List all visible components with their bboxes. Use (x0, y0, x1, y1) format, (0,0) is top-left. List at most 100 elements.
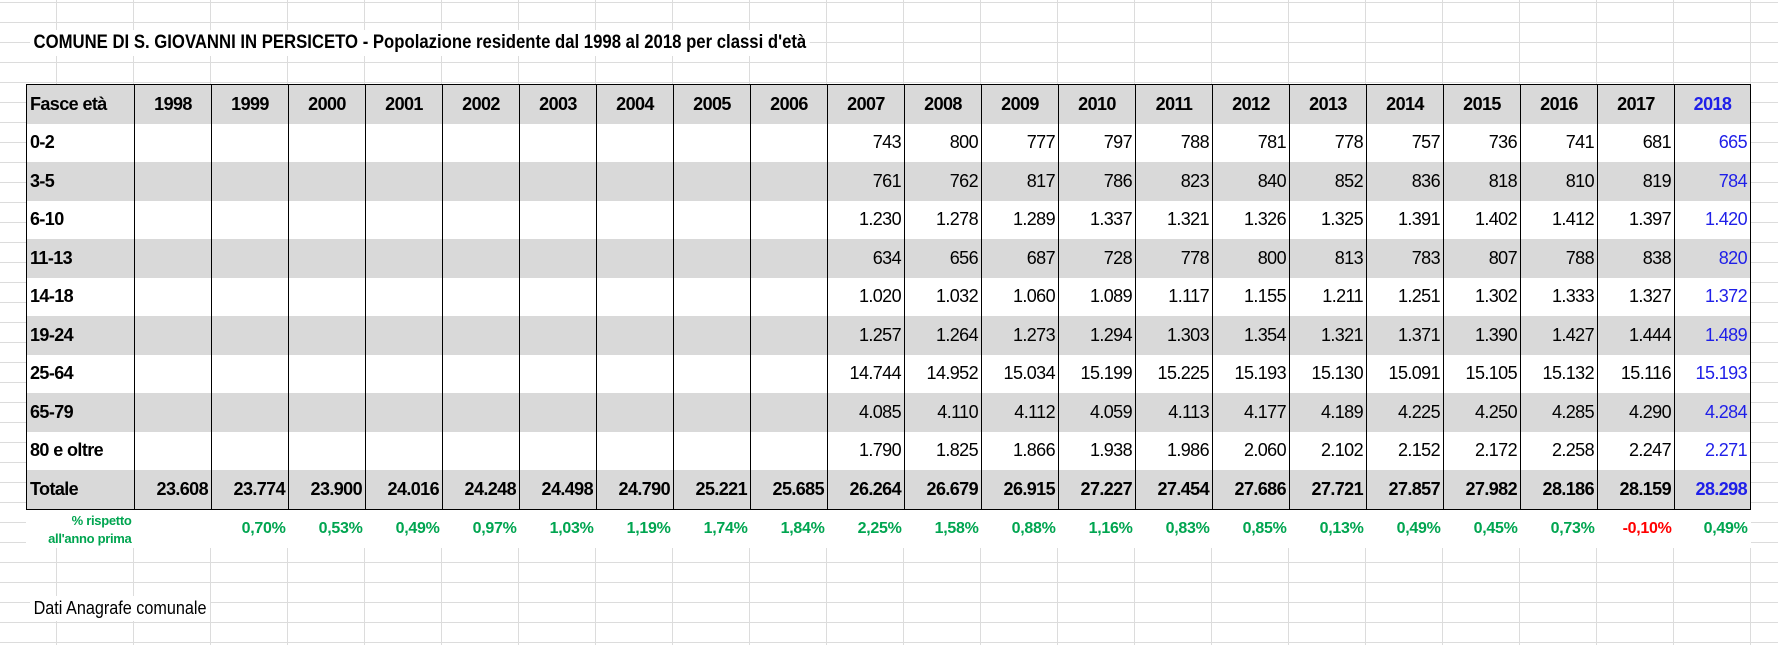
table-cell[interactable]: 777 (981, 123, 1059, 162)
total-cell[interactable]: 27.227 (1058, 470, 1136, 510)
row-label[interactable]: 0-2 (26, 123, 135, 162)
table-cell[interactable]: 1.372 (1674, 277, 1751, 316)
table-cell[interactable]: 788 (1135, 123, 1213, 162)
header-year-2003[interactable]: 2003 (519, 84, 597, 124)
table-cell[interactable] (134, 239, 212, 278)
table-cell[interactable] (442, 277, 520, 316)
total-cell[interactable]: 27.686 (1212, 470, 1290, 510)
table-cell[interactable] (365, 239, 443, 278)
table-cell[interactable]: 1.264 (904, 316, 982, 355)
table-cell[interactable] (596, 354, 674, 393)
table-cell[interactable] (442, 162, 520, 201)
header-year-1998[interactable]: 1998 (134, 84, 212, 124)
table-cell[interactable] (750, 354, 828, 393)
table-cell[interactable]: 2.247 (1597, 431, 1675, 470)
table-cell[interactable] (134, 316, 212, 355)
table-cell[interactable] (288, 123, 366, 162)
table-cell[interactable] (442, 393, 520, 432)
table-cell[interactable]: 836 (1366, 162, 1444, 201)
total-cell[interactable]: 24.498 (519, 470, 597, 510)
table-cell[interactable] (750, 277, 828, 316)
table-cell[interactable]: 786 (1058, 162, 1136, 201)
header-year-1999[interactable]: 1999 (211, 84, 289, 124)
table-cell[interactable]: 15.193 (1674, 354, 1751, 393)
table-cell[interactable]: 1.412 (1520, 200, 1598, 239)
total-cell[interactable]: 23.608 (134, 470, 212, 510)
header-year-2009[interactable]: 2009 (981, 84, 1059, 124)
total-cell[interactable]: 24.790 (596, 470, 674, 510)
table-cell[interactable]: 1.251 (1366, 277, 1444, 316)
table-cell[interactable]: 2.258 (1520, 431, 1598, 470)
row-label[interactable]: 6-10 (26, 200, 135, 239)
table-cell[interactable] (673, 354, 751, 393)
percent-change-cell[interactable]: 0,49% (1396, 519, 1441, 537)
table-cell[interactable]: 823 (1135, 162, 1213, 201)
table-cell[interactable]: 14.952 (904, 354, 982, 393)
table-cell[interactable]: 4.110 (904, 393, 982, 432)
table-cell[interactable] (288, 354, 366, 393)
table-cell[interactable]: 4.112 (981, 393, 1059, 432)
total-cell[interactable]: 28.186 (1520, 470, 1598, 510)
percent-change-cell[interactable]: 0,73% (1550, 519, 1595, 537)
header-year-2005[interactable]: 2005 (673, 84, 751, 124)
table-cell[interactable]: 1.294 (1058, 316, 1136, 355)
table-cell[interactable]: 4.177 (1212, 393, 1290, 432)
total-label[interactable]: Totale (26, 470, 135, 510)
table-cell[interactable] (365, 431, 443, 470)
table-cell[interactable] (365, 200, 443, 239)
total-cell[interactable]: 23.900 (288, 470, 366, 510)
percent-change-cell[interactable]: 0,85% (1242, 519, 1287, 537)
total-cell[interactable]: 28.159 (1597, 470, 1675, 510)
table-cell[interactable]: 1.391 (1366, 200, 1444, 239)
header-year-2000[interactable]: 2000 (288, 84, 366, 124)
total-cell[interactable]: 24.248 (442, 470, 520, 510)
table-cell[interactable] (442, 316, 520, 355)
table-cell[interactable] (442, 200, 520, 239)
table-cell[interactable] (211, 354, 289, 393)
table-cell[interactable] (750, 239, 828, 278)
table-cell[interactable]: 15.199 (1058, 354, 1136, 393)
table-cell[interactable]: 14.744 (827, 354, 905, 393)
table-cell[interactable]: 15.091 (1366, 354, 1444, 393)
table-cell[interactable]: 4.285 (1520, 393, 1598, 432)
table-cell[interactable] (673, 200, 751, 239)
table-cell[interactable] (596, 200, 674, 239)
table-cell[interactable]: 2.172 (1443, 431, 1521, 470)
table-cell[interactable] (442, 431, 520, 470)
table-cell[interactable] (596, 393, 674, 432)
total-cell[interactable]: 27.454 (1135, 470, 1213, 510)
table-cell[interactable]: 736 (1443, 123, 1521, 162)
table-cell[interactable]: 1.257 (827, 316, 905, 355)
table-cell[interactable]: 820 (1674, 239, 1751, 278)
table-cell[interactable] (442, 123, 520, 162)
table-cell[interactable]: 788 (1520, 239, 1598, 278)
table-cell[interactable] (134, 431, 212, 470)
table-cell[interactable] (596, 123, 674, 162)
table-cell[interactable]: 1.337 (1058, 200, 1136, 239)
table-cell[interactable] (673, 239, 751, 278)
table-cell[interactable]: 1.032 (904, 277, 982, 316)
table-cell[interactable]: 634 (827, 239, 905, 278)
table-cell[interactable] (442, 239, 520, 278)
table-cell[interactable] (134, 277, 212, 316)
table-cell[interactable]: 15.132 (1520, 354, 1598, 393)
percent-change-cell[interactable]: 0,70% (241, 519, 286, 537)
total-cell[interactable]: 23.774 (211, 470, 289, 510)
table-cell[interactable]: 852 (1289, 162, 1367, 201)
table-cell[interactable]: 1.420 (1674, 200, 1751, 239)
table-cell[interactable] (442, 354, 520, 393)
percent-change-label[interactable]: % rispetto all'anno prima (27, 509, 135, 548)
table-cell[interactable] (211, 200, 289, 239)
table-cell[interactable]: 15.034 (981, 354, 1059, 393)
table-cell[interactable] (596, 431, 674, 470)
percent-change-cell[interactable]: 1,19% (626, 519, 671, 537)
table-cell[interactable]: 4.085 (827, 393, 905, 432)
table-cell[interactable]: 1.790 (827, 431, 905, 470)
table-cell[interactable] (596, 239, 674, 278)
table-cell[interactable]: 1.397 (1597, 200, 1675, 239)
header-year-2008[interactable]: 2008 (904, 84, 982, 124)
table-cell[interactable] (519, 316, 597, 355)
total-cell[interactable]: 25.685 (750, 470, 828, 510)
total-cell[interactable]: 27.857 (1366, 470, 1444, 510)
total-cell[interactable]: 26.264 (827, 470, 905, 510)
